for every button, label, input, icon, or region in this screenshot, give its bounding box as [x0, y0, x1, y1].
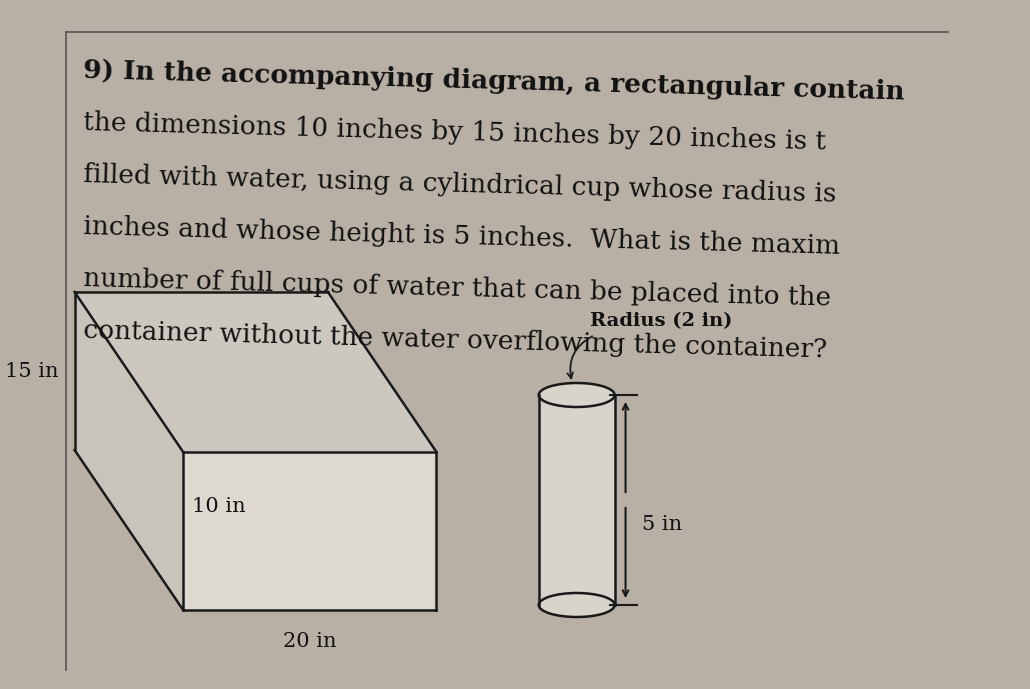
- Text: 15 in: 15 in: [5, 362, 59, 380]
- Text: number of full cups of water that can be placed into the: number of full cups of water that can be…: [83, 266, 831, 311]
- Text: Radius (2 in): Radius (2 in): [590, 312, 732, 330]
- Ellipse shape: [539, 383, 615, 407]
- Text: container without the water overflowing the container?: container without the water overflowing …: [83, 318, 827, 362]
- Text: inches and whose height is 5 inches.  What is the maxim: inches and whose height is 5 inches. Wha…: [83, 214, 840, 259]
- Text: 9) In the accompanying diagram, a rectangular contain: 9) In the accompanying diagram, a rectan…: [83, 58, 904, 105]
- Ellipse shape: [539, 593, 615, 617]
- Text: 10 in: 10 in: [193, 497, 246, 516]
- Polygon shape: [74, 292, 183, 610]
- Polygon shape: [539, 395, 615, 605]
- Text: filled with water, using a cylindrical cup whose radius is: filled with water, using a cylindrical c…: [83, 162, 836, 207]
- Text: the dimensions 10 inches by 15 inches by 20 inches is t: the dimensions 10 inches by 15 inches by…: [83, 110, 826, 154]
- Polygon shape: [183, 452, 437, 610]
- Text: 5 in: 5 in: [642, 515, 682, 535]
- Polygon shape: [74, 292, 437, 452]
- Text: 20 in: 20 in: [283, 632, 337, 651]
